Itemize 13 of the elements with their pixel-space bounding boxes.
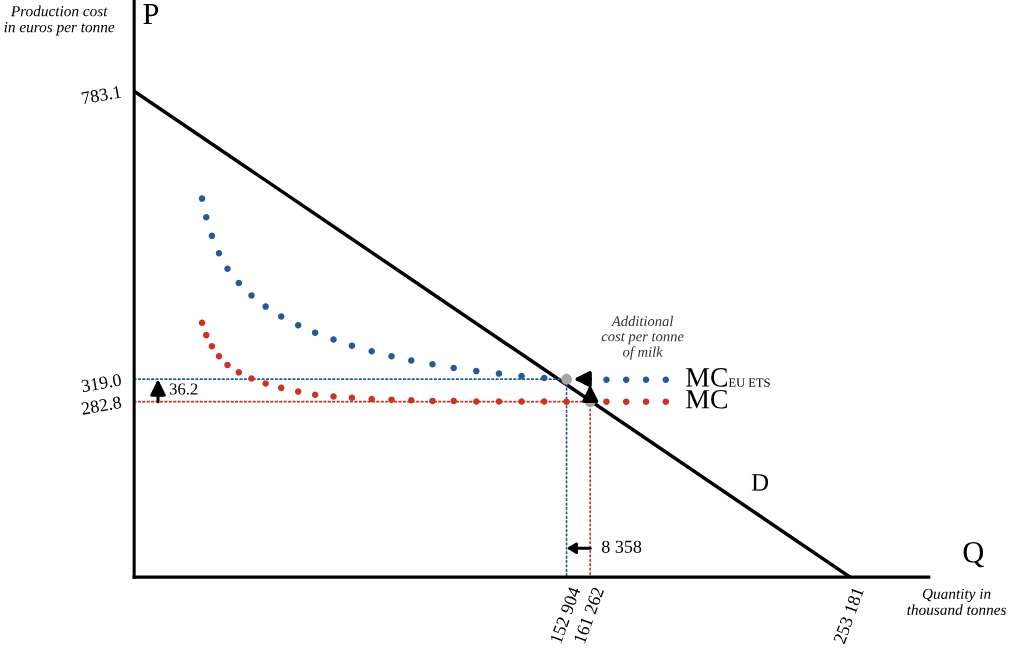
text: Quantity in thousand tonnes (907, 588, 1006, 616)
y-tick-label: 319.0 (81, 373, 122, 393)
y-axis-title: P (143, 3, 159, 24)
series-label: D (751, 474, 769, 491)
x-tick-label: 253 181 (833, 586, 865, 645)
annotation: Additional cost per tonne of milk (601, 315, 684, 360)
y-tick-label: 282.8 (81, 396, 122, 415)
text: Production cost in euros per tonne (4, 5, 115, 36)
y-tick-label: 783.1 (81, 85, 122, 105)
series-label: MC (686, 389, 727, 409)
x-axis-title: Q (963, 542, 984, 568)
annotation: 36.2 (169, 383, 198, 395)
annotation: 8 358 (601, 540, 642, 553)
